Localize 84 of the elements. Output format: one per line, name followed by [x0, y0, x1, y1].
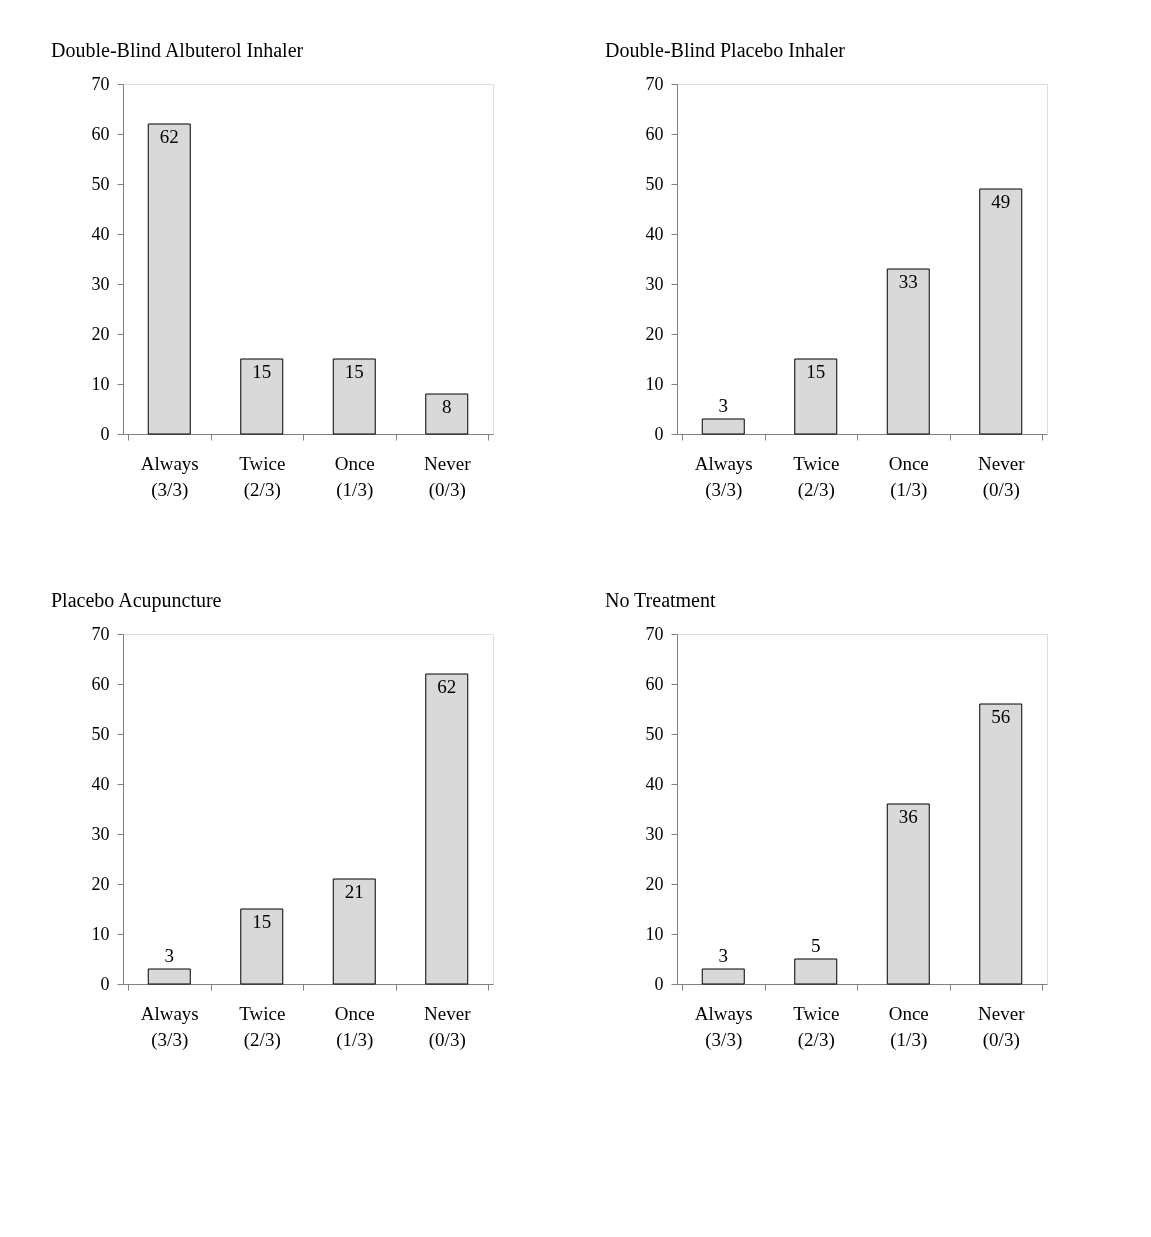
chart-title: No Treatment [605, 589, 716, 611]
x-tick-label: Twice (2/3) [239, 1002, 286, 1051]
chart-title: Placebo Acupuncture [51, 589, 222, 612]
y-tick-label: 10 [645, 373, 664, 394]
y-tick-label: 70 [91, 73, 110, 94]
x-tick-label: Once (1/3) [334, 452, 375, 501]
y-tick-label: 20 [91, 323, 110, 344]
data-label: 8 [442, 396, 452, 417]
x-tick-label: Once (1/3) [888, 452, 929, 501]
x-tick-label: Twice (2/3) [793, 452, 840, 501]
bar [240, 908, 284, 985]
bar [240, 358, 284, 435]
y-tick-label: 50 [645, 723, 664, 744]
y-tick-label: 70 [645, 623, 664, 644]
data-label: 15 [806, 361, 826, 382]
y-tick-label: 20 [91, 873, 110, 894]
bar [794, 958, 838, 985]
x-tick-label: Twice (2/3) [239, 452, 286, 501]
y-tick-label: 40 [645, 223, 664, 244]
y-tick-label: 10 [91, 373, 110, 394]
y-tick-label: 50 [91, 723, 110, 744]
y-tick-label: 70 [91, 623, 110, 644]
y-tick-label: 30 [91, 273, 110, 294]
bar [147, 123, 191, 435]
x-tick-label: Always (3/3) [140, 452, 199, 501]
data-label: 62 [159, 126, 179, 147]
x-tick-label: Never (0/3) [978, 452, 1026, 501]
y-tick-label: 10 [645, 923, 664, 944]
data-label: 33 [898, 271, 918, 292]
data-label: 15 [252, 361, 272, 382]
bar [147, 968, 191, 985]
y-tick-label: 30 [645, 823, 664, 844]
bar [886, 268, 930, 435]
x-tick-label: Never (0/3) [424, 452, 472, 501]
data-label: 15 [252, 911, 272, 932]
y-tick-label: 50 [91, 173, 110, 194]
data-label: 15 [344, 361, 364, 382]
y-tick-label: 60 [91, 123, 110, 144]
chart-title: Double-Blind Albuterol Inhaler [51, 39, 304, 61]
y-tick-label: 10 [91, 923, 110, 944]
y-tick-label: 0 [100, 423, 110, 444]
x-tick-label: Always (3/3) [694, 1002, 753, 1051]
data-label: 62 [437, 676, 457, 697]
y-tick-label: 60 [645, 673, 664, 694]
y-tick-label: 40 [91, 773, 110, 794]
x-tick-label: Once (1/3) [334, 1002, 375, 1051]
bar [979, 188, 1023, 435]
data-label: 3 [164, 945, 174, 966]
data-label: 49 [991, 191, 1011, 212]
data-label: 3 [718, 395, 728, 416]
bar [979, 703, 1023, 985]
y-tick-label: 30 [645, 273, 664, 294]
y-tick-label: 0 [654, 423, 664, 444]
bar [701, 968, 745, 985]
bar [332, 878, 376, 985]
x-tick-label: Never (0/3) [978, 1002, 1026, 1051]
bar [794, 358, 838, 435]
y-tick-label: 0 [654, 973, 664, 994]
x-tick-label: Never (0/3) [424, 1002, 472, 1051]
bar [425, 393, 469, 435]
chart-title: Double-Blind Placebo Inhaler [605, 39, 846, 61]
y-tick-label: 60 [91, 673, 110, 694]
bar [425, 673, 469, 985]
y-tick-label: 60 [645, 123, 664, 144]
y-tick-label: 70 [645, 73, 664, 94]
data-label: 5 [811, 935, 821, 956]
x-tick-label: Once (1/3) [888, 1002, 929, 1051]
y-tick-label: 40 [91, 223, 110, 244]
bar [332, 358, 376, 435]
bar [886, 803, 930, 985]
data-label: 3 [718, 945, 728, 966]
x-tick-label: Always (3/3) [694, 452, 753, 501]
y-tick-label: 0 [100, 973, 110, 994]
y-tick-label: 40 [645, 773, 664, 794]
y-tick-label: 50 [645, 173, 664, 194]
bar [701, 418, 745, 435]
x-tick-label: Always (3/3) [140, 1002, 199, 1051]
y-tick-label: 20 [645, 323, 664, 344]
y-tick-label: 30 [91, 823, 110, 844]
x-tick-label: Twice (2/3) [793, 1002, 840, 1051]
data-label: 56 [991, 706, 1011, 727]
data-label: 36 [898, 806, 918, 827]
data-label: 21 [344, 881, 364, 902]
y-tick-label: 20 [645, 873, 664, 894]
